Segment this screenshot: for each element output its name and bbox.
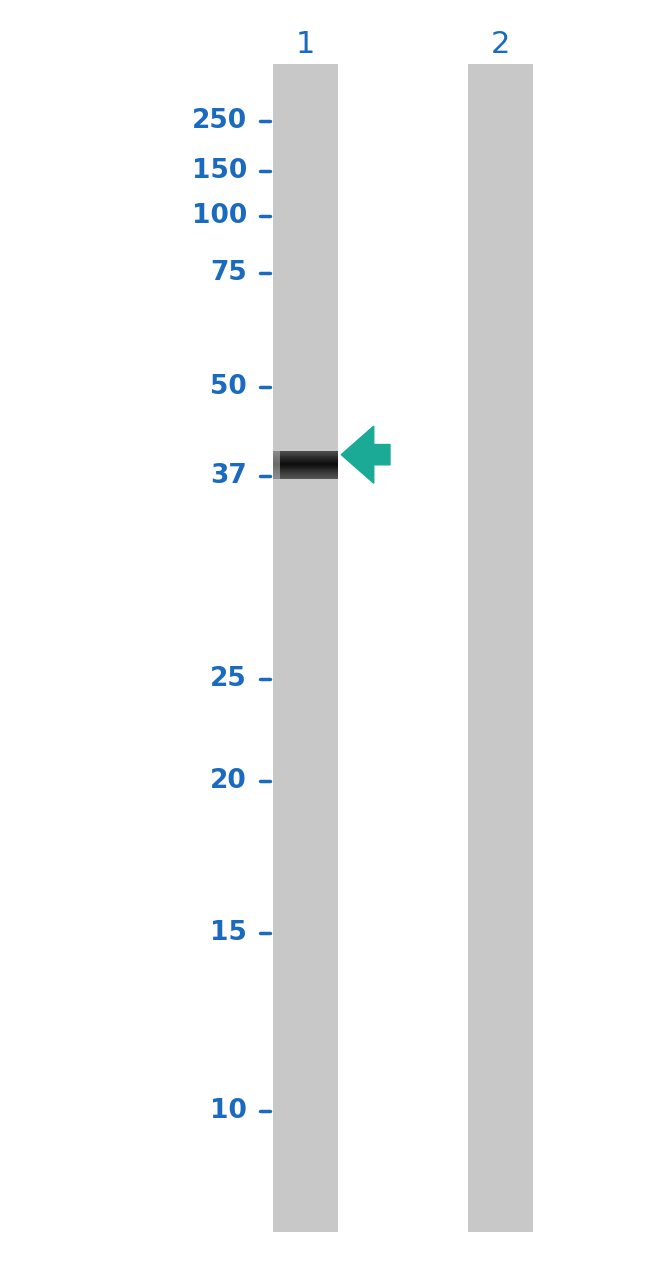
Bar: [273, 64, 338, 1232]
Text: 37: 37: [210, 464, 247, 489]
Text: 10: 10: [210, 1099, 247, 1124]
Bar: [273, 451, 280, 479]
Text: 2: 2: [491, 30, 510, 58]
Text: 75: 75: [210, 260, 247, 286]
Text: 25: 25: [210, 667, 247, 692]
Text: 150: 150: [192, 159, 247, 184]
Bar: [468, 64, 533, 1232]
Text: 15: 15: [210, 921, 247, 946]
Text: 1: 1: [296, 30, 315, 58]
Text: 100: 100: [192, 203, 247, 229]
Text: 20: 20: [210, 768, 247, 794]
FancyArrow shape: [341, 427, 390, 484]
Text: 250: 250: [192, 108, 247, 133]
Text: 50: 50: [210, 375, 247, 400]
